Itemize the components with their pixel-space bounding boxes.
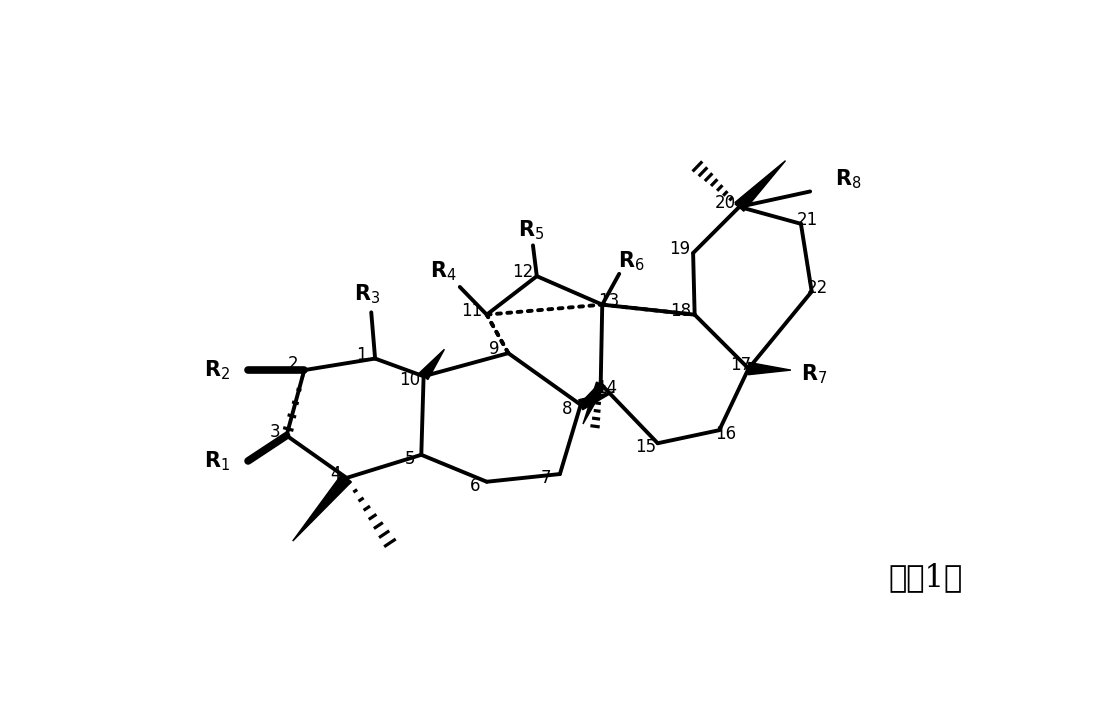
Polygon shape xyxy=(293,474,351,541)
Text: 8: 8 xyxy=(562,400,572,417)
Text: 12: 12 xyxy=(513,263,534,281)
Text: 5: 5 xyxy=(405,449,415,468)
Polygon shape xyxy=(579,392,614,410)
Text: 4: 4 xyxy=(330,465,340,483)
Text: 14: 14 xyxy=(596,379,617,397)
Text: 18: 18 xyxy=(670,302,692,320)
Polygon shape xyxy=(583,382,605,424)
Text: R$_3$: R$_3$ xyxy=(354,283,381,307)
Text: 21: 21 xyxy=(796,211,817,229)
Text: R$_7$: R$_7$ xyxy=(801,362,827,386)
Text: 17: 17 xyxy=(730,356,751,373)
Text: R$_1$: R$_1$ xyxy=(205,449,230,473)
Text: 7: 7 xyxy=(541,469,551,487)
Text: 13: 13 xyxy=(597,292,619,310)
Text: 10: 10 xyxy=(399,371,420,389)
Text: R$_4$: R$_4$ xyxy=(429,260,456,283)
Text: 22: 22 xyxy=(807,279,828,297)
Text: 15: 15 xyxy=(636,438,657,456)
Text: 20: 20 xyxy=(715,194,736,212)
Text: R$_2$: R$_2$ xyxy=(205,359,230,382)
Text: 式（1）: 式（1） xyxy=(889,562,962,594)
Text: R$_8$: R$_8$ xyxy=(835,168,862,191)
Text: R$_5$: R$_5$ xyxy=(518,218,544,242)
Text: R$_6$: R$_6$ xyxy=(618,249,645,273)
Text: 6: 6 xyxy=(470,476,481,495)
Text: 19: 19 xyxy=(669,240,690,258)
Polygon shape xyxy=(419,349,444,380)
Text: 11: 11 xyxy=(461,302,482,320)
Text: 3: 3 xyxy=(270,422,280,441)
Text: 16: 16 xyxy=(715,425,736,443)
Polygon shape xyxy=(735,160,785,211)
Polygon shape xyxy=(748,362,791,375)
Text: 2: 2 xyxy=(287,355,298,373)
Text: 1: 1 xyxy=(356,346,366,364)
Text: 9: 9 xyxy=(490,340,499,359)
